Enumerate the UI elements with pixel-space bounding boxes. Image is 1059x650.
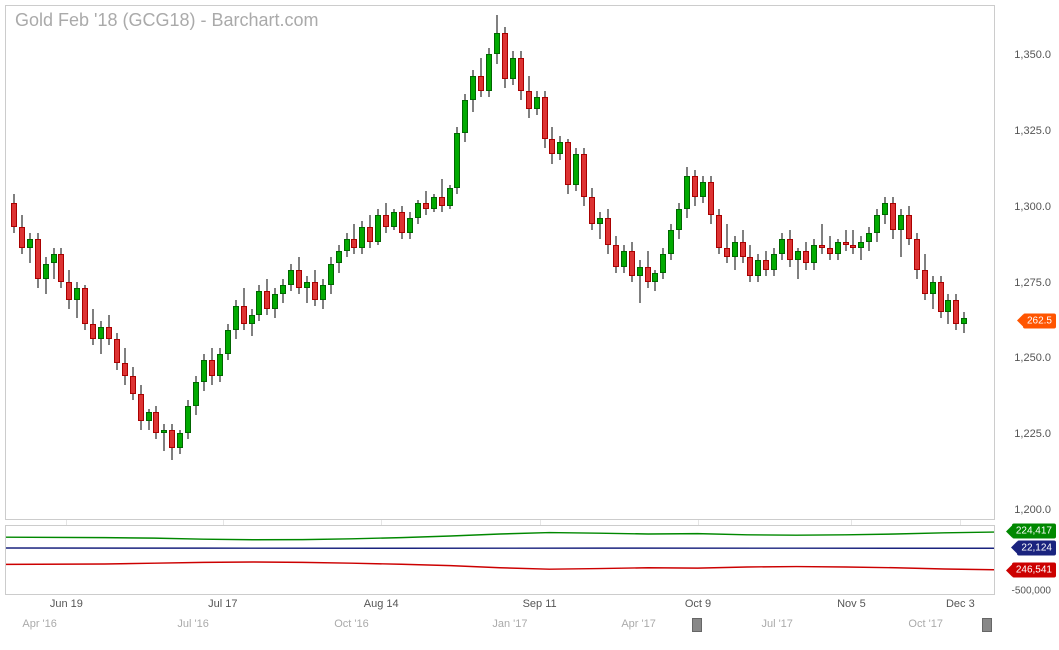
y-tick-label: 1,275.0	[1014, 277, 1051, 289]
secondary-x-tick-label: Jul '17	[761, 618, 792, 630]
y-tick-label: 1,350.0	[1014, 49, 1051, 61]
y-tick-label: 1,300.0	[1014, 201, 1051, 213]
lower-lines-svg	[6, 526, 994, 594]
lower-y-tick-label: -500,000	[1012, 585, 1051, 596]
x-tick-label: Sep 11	[523, 598, 557, 610]
indicator-value-tag: 224,417	[1012, 524, 1056, 539]
x-tick-label: Jul 17	[208, 598, 237, 610]
x-tick-label: Jun 19	[50, 598, 83, 610]
secondary-x-tick-label: Jul '16	[177, 618, 208, 630]
secondary-x-tick-label: Jan '17	[492, 618, 527, 630]
y-tick-label: 1,325.0	[1014, 125, 1051, 137]
x-axis-secondary: Apr '16 Jul '16 Oct '16 Jan '17 Apr '17 Jul '…	[5, 618, 995, 638]
lower-indicator-panel[interactable]	[5, 525, 995, 595]
scroll-handle[interactable]	[692, 618, 702, 632]
y-tick-label: 1,200.0	[1014, 504, 1051, 516]
scroll-handle[interactable]	[982, 618, 992, 632]
chart-container: Gold Feb '18 (GCG18) - Barchart.com 1,20…	[0, 0, 1059, 650]
chart-title: Gold Feb '18 (GCG18) - Barchart.com	[15, 10, 319, 31]
secondary-x-tick-label: Apr '16	[22, 618, 57, 630]
indicator-value-tag: 22,124	[1017, 540, 1056, 555]
indicator-value-tag: 246,541	[1012, 563, 1056, 578]
last-price-tag: 262.5	[1023, 313, 1056, 328]
secondary-x-tick-label: Oct '16	[334, 618, 369, 630]
title-separator: -	[196, 10, 212, 30]
x-tick-label: Oct 9	[685, 598, 711, 610]
x-tick-label: Aug 14	[364, 598, 399, 610]
source-name: Barchart.com	[212, 10, 319, 30]
instrument-name: Gold Feb '18 (GCG18)	[15, 10, 196, 30]
x-tick-label: Nov 5	[837, 598, 866, 610]
secondary-x-tick-label: Apr '17	[621, 618, 656, 630]
secondary-x-tick-label: Oct '17	[908, 618, 943, 630]
x-tick-label: Dec 3	[946, 598, 975, 610]
y-tick-label: 1,250.0	[1014, 352, 1051, 364]
y-tick-label: 1,225.0	[1014, 428, 1051, 440]
x-axis-main: Jun 19 Jul 17 Aug 14 Sep 11 Oct 9 Nov 5 Dec 3	[5, 598, 995, 618]
main-candlestick-chart[interactable]	[5, 5, 995, 520]
candle-area	[6, 6, 994, 519]
y-axis-main: 1,200.0 1,225.0 1,250.0 1,275.0 1,300.0 1,325…	[999, 5, 1059, 520]
